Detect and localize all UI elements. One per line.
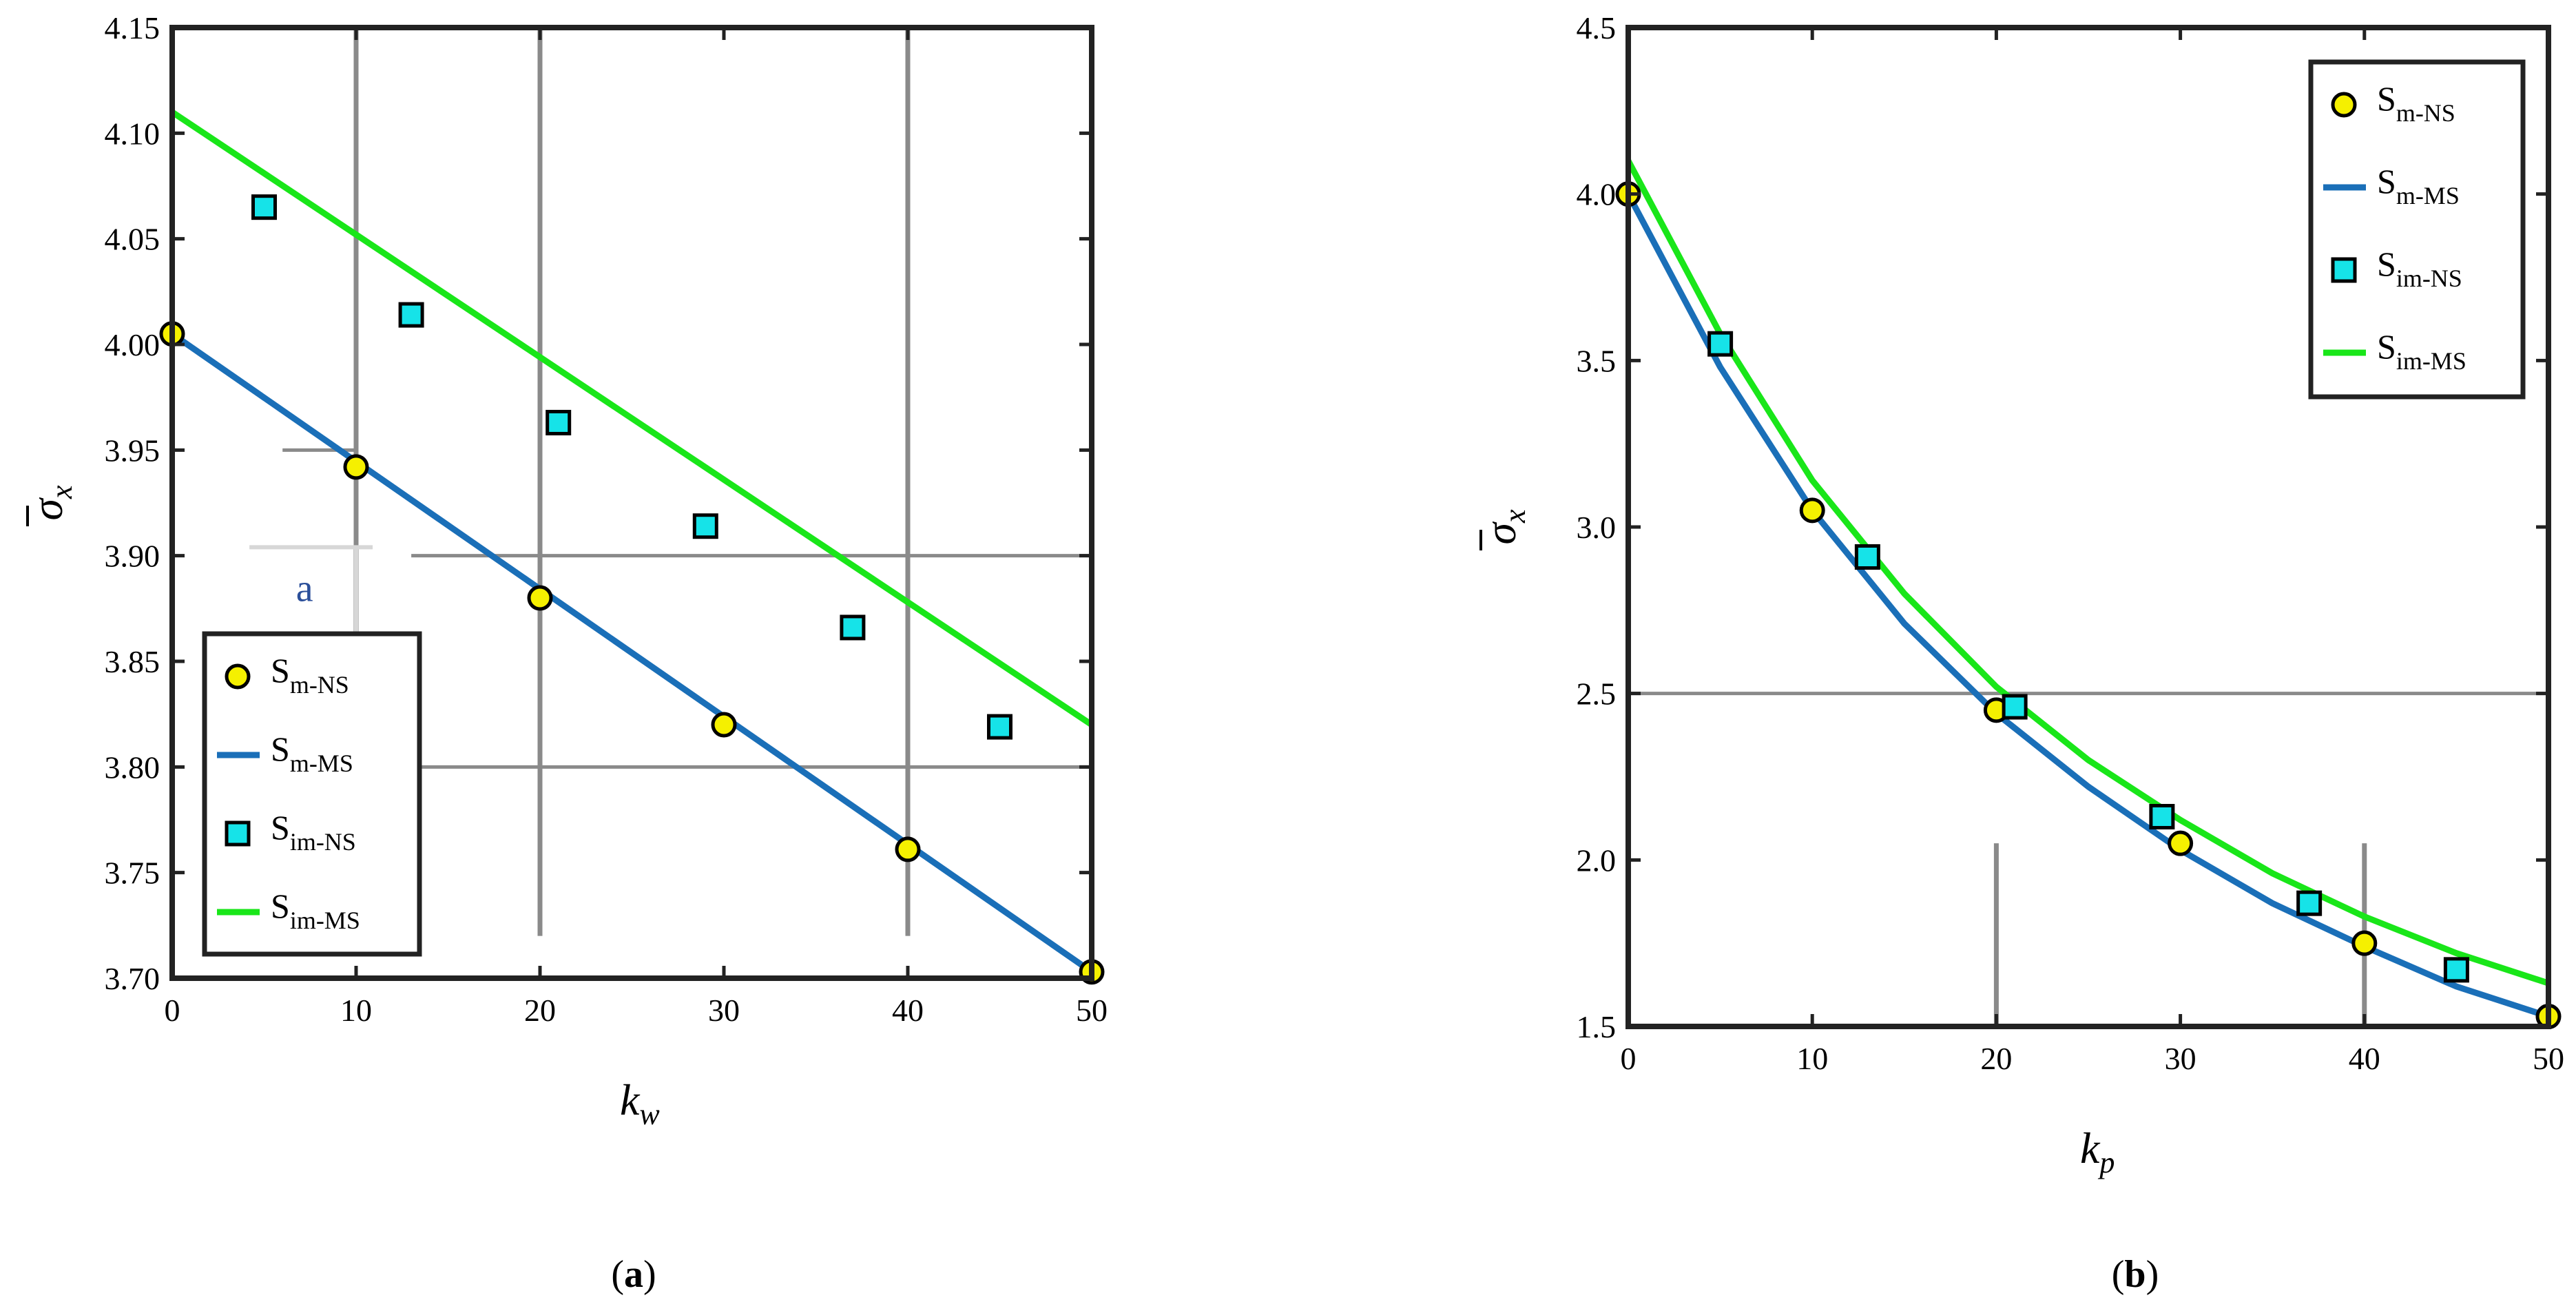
panel-a-ytick-label-9: 4.15: [105, 10, 160, 45]
panel-a-ytick-label-2: 3.80: [105, 750, 160, 785]
panel-a-caption: (a): [611, 1253, 656, 1296]
panel-a-ytick-label-3: 3.85: [105, 644, 160, 679]
panel-b-series-m-MS-line: [1625, 192, 2550, 1020]
panel-a-point-m-NS-4: [895, 836, 921, 862]
panel-b-xtick-label-3: 30: [2165, 1041, 2196, 1076]
panel-b-point-im-NS-3: [2149, 804, 2175, 829]
panel-b-xlabel: kp: [2080, 1124, 2115, 1179]
panel-b-ytick-label-1: 2.0: [1577, 843, 1617, 878]
panel-a-legend-label-1: Sm-MS: [271, 730, 353, 777]
panel-a-xtick-label-1: 10: [340, 993, 372, 1028]
panel-b-ytick-label-4: 3.5: [1577, 343, 1617, 378]
panel-a-ytick-label-6: 4.00: [105, 327, 160, 362]
panel-a-point-im-NS-4: [840, 614, 866, 641]
panel-b-point-im-NS-5: [2443, 957, 2469, 983]
panel-a-axes-frame: [169, 25, 1094, 981]
panel-a-ytick-label-4: 3.90: [105, 539, 160, 574]
panel-b-caption: (b): [2112, 1253, 2159, 1296]
panel-a-legend: Sm-NS Sm-MS Sim-NS Sim-MS: [202, 631, 422, 957]
panel-b-legend: Sm-NS Sm-MS Sim-NS Sim-MS: [2308, 59, 2526, 400]
panel-b-ylabel-text: σx: [1476, 509, 1532, 545]
panel-a-ylabel-text: σx: [23, 485, 79, 521]
panel-b-ytick-label-2: 2.5: [1577, 676, 1617, 712]
panel-b-point-m-NS-4: [2351, 930, 2378, 956]
panel-b-point-m-NS-1: [1799, 497, 1825, 524]
panel-a-point-im-NS-5: [987, 714, 1012, 740]
panel-b-ylabel: σx: [1476, 509, 1532, 550]
panel-b-xtick-label-0: 0: [1621, 1041, 1637, 1076]
panel-b-legend-marker-2: [2331, 257, 2357, 283]
panel-b-point-m-NS-3: [2168, 830, 2194, 856]
panel-a-xtick-label-3: 30: [708, 993, 740, 1028]
panel-b-xtick-label-5: 50: [2533, 1041, 2564, 1076]
panel-a-series-m-MS-line: [170, 331, 1094, 975]
panel-a-ytick-label-7: 4.05: [105, 222, 160, 257]
panel-b-legend-label-1: Sm-MS: [2377, 162, 2460, 209]
panel-a-ytick-label-0: 3.70: [105, 961, 160, 996]
panel-a-xtick-label-5: 50: [1076, 993, 1108, 1028]
panel-a-point-m-NS-3: [711, 712, 737, 738]
panel-b-legend-label-3: Sim-MS: [2377, 327, 2466, 375]
panel-b-ytick-label-5: 4.0: [1577, 177, 1617, 212]
panel-b-legend-label-2: Sim-NS: [2377, 245, 2462, 292]
panel-a-ylabel: σx: [23, 485, 79, 526]
panel-a-point-im-NS-3: [692, 513, 718, 539]
panel-a-ytick-label-8: 4.10: [105, 116, 160, 151]
panel-a-point-im-NS-1: [398, 302, 424, 328]
panel-a-point-im-NS-2: [546, 409, 572, 435]
panel-a-point-m-NS-2: [527, 585, 553, 611]
panel-a-ytick-label-1: 3.75: [105, 856, 160, 891]
panel-a-xtick-label-2: 20: [524, 993, 556, 1028]
panel-b-legend-label-0: Sm-NS: [2377, 79, 2455, 127]
panel-b-ytick-label-0: 1.5: [1577, 1009, 1617, 1044]
panel-a-legend-label-0: Sm-NS: [271, 651, 349, 699]
panel-a-point-im-NS-0: [251, 194, 277, 220]
panel-a-annotation: a: [296, 568, 313, 610]
panel-b-point-im-NS-4: [2296, 890, 2323, 916]
panel-b-ytick-label-6: 4.5: [1577, 10, 1617, 45]
panel-a-legend-marker-0: [225, 663, 251, 690]
panel-b-point-im-NS-1: [1854, 544, 1880, 570]
panel-a-series-im-MS-line: [170, 109, 1094, 727]
panel-b-legend-marker-0: [2331, 92, 2357, 118]
panel-b-point-im-NS-2: [2002, 694, 2028, 720]
panel-b-ytick-label-3: 3.0: [1577, 510, 1617, 545]
panel-b-legend-box: [2308, 59, 2526, 400]
panel-a-legend-label-3: Sim-MS: [271, 887, 360, 934]
panel-a-point-m-NS-1: [343, 454, 369, 480]
panel-a-ytick-label-5: 3.95: [105, 433, 160, 468]
panel-a-xtick-label-0: 0: [165, 993, 180, 1028]
panel-a-legend-label-2: Sim-NS: [271, 808, 356, 856]
panel-b-xtick-label-2: 20: [1980, 1041, 2012, 1076]
panel-a-legend-marker-2: [225, 820, 251, 847]
panel-b-point-im-NS-0: [1707, 331, 1734, 357]
panel-b-series-im-MS-line: [1625, 159, 2550, 986]
panel-b-chart: 0 10 20 30 40 50 1.5 2.0 2.5 3.0 3.5 4.0 4.5 kp σx Sm-N…: [1476, 10, 2564, 1296]
panel-a-chart: a 0 10 20 30 40 50 3.70 3.75 3.80 3.85 3.90 3.95 4.00…: [23, 10, 1108, 1296]
panel-b-xtick-label-4: 40: [2349, 1041, 2380, 1076]
panel-b-xtick-label-1: 10: [1796, 1041, 1828, 1076]
panel-a-xlabel: kw: [620, 1075, 660, 1131]
panel-a-xtick-label-4: 40: [892, 993, 924, 1028]
